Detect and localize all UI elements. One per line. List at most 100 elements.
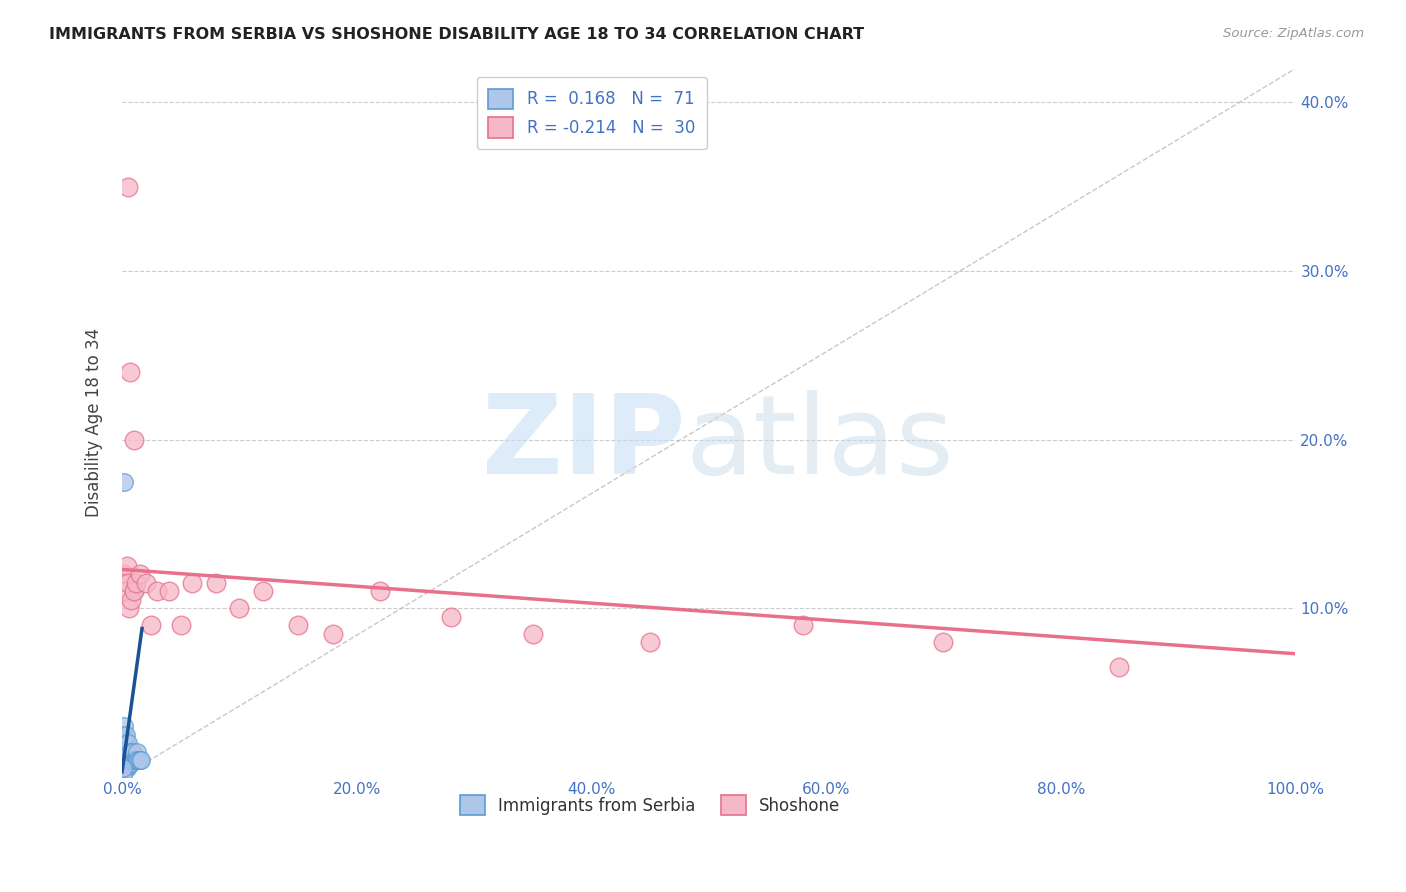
Text: IMMIGRANTS FROM SERBIA VS SHOSHONE DISABILITY AGE 18 TO 34 CORRELATION CHART: IMMIGRANTS FROM SERBIA VS SHOSHONE DISAB… [49,27,865,42]
Point [118,758,141,772]
Point [112,475,135,489]
Point [638,635,661,649]
Point [112,753,135,767]
Point [114,761,136,775]
Point [112,728,135,742]
Point [118,601,141,615]
Point [134,575,156,590]
Point [112,745,135,759]
Point [112,761,135,775]
Point [112,753,135,767]
Point [115,758,138,772]
Point [112,753,135,767]
Point [112,747,135,762]
Point [120,592,142,607]
Point [112,755,135,769]
Point [112,758,135,772]
Y-axis label: Disability Age 18 to 34: Disability Age 18 to 34 [86,328,103,517]
Point [121,745,143,759]
Point [141,618,163,632]
Point [205,575,228,590]
Point [115,753,138,767]
Point [114,758,136,772]
Point [112,736,135,750]
Point [115,761,138,775]
Point [932,635,955,649]
Point [792,618,814,632]
Point [114,736,136,750]
Point [114,753,136,767]
Point [112,719,135,733]
Point [114,584,136,599]
Point [115,559,138,574]
Text: ZIP: ZIP [482,391,685,498]
Point [112,770,135,784]
Point [114,749,136,764]
Point [112,753,135,767]
Point [112,758,135,772]
Point [252,584,274,599]
Point [228,601,250,615]
Point [114,747,136,762]
Point [146,584,169,599]
Point [128,567,150,582]
Point [120,745,142,759]
Point [127,753,149,767]
Point [117,753,139,767]
Point [112,747,135,762]
Point [157,584,180,599]
Point [112,745,135,759]
Point [368,584,391,599]
Legend: Immigrants from Serbia, Shoshone: Immigrants from Serbia, Shoshone [450,785,851,825]
Point [115,745,138,759]
Point [112,745,135,759]
Point [117,747,139,762]
Point [114,756,136,771]
Point [117,575,139,590]
Point [117,758,139,772]
Point [127,753,149,767]
Point [122,584,145,599]
Point [287,618,309,632]
Point [120,756,142,771]
Point [112,749,135,764]
Point [112,753,135,767]
Point [114,745,136,759]
Point [322,626,344,640]
Point [127,753,149,767]
Point [120,365,142,379]
Point [125,575,148,590]
Point [112,753,135,767]
Point [118,747,141,762]
Point [112,728,135,742]
Point [129,753,152,767]
Point [117,756,139,771]
Point [112,736,135,750]
Point [112,756,135,771]
Point [117,179,139,194]
Point [124,753,146,767]
Point [114,728,136,742]
Point [120,753,142,767]
Point [125,753,148,767]
Point [112,753,135,767]
Point [170,618,193,632]
Point [112,761,135,775]
Point [112,756,135,771]
Point [522,626,544,640]
Point [121,753,143,767]
Point [115,747,138,762]
Point [122,584,145,599]
Text: Source: ZipAtlas.com: Source: ZipAtlas.com [1223,27,1364,40]
Point [112,753,135,767]
Point [122,753,145,767]
Point [439,609,461,624]
Point [1108,660,1130,674]
Point [112,567,135,582]
Text: atlas: atlas [685,391,953,498]
Point [128,753,150,767]
Point [112,745,135,759]
Point [181,575,204,590]
Point [122,433,145,447]
Point [114,753,136,767]
